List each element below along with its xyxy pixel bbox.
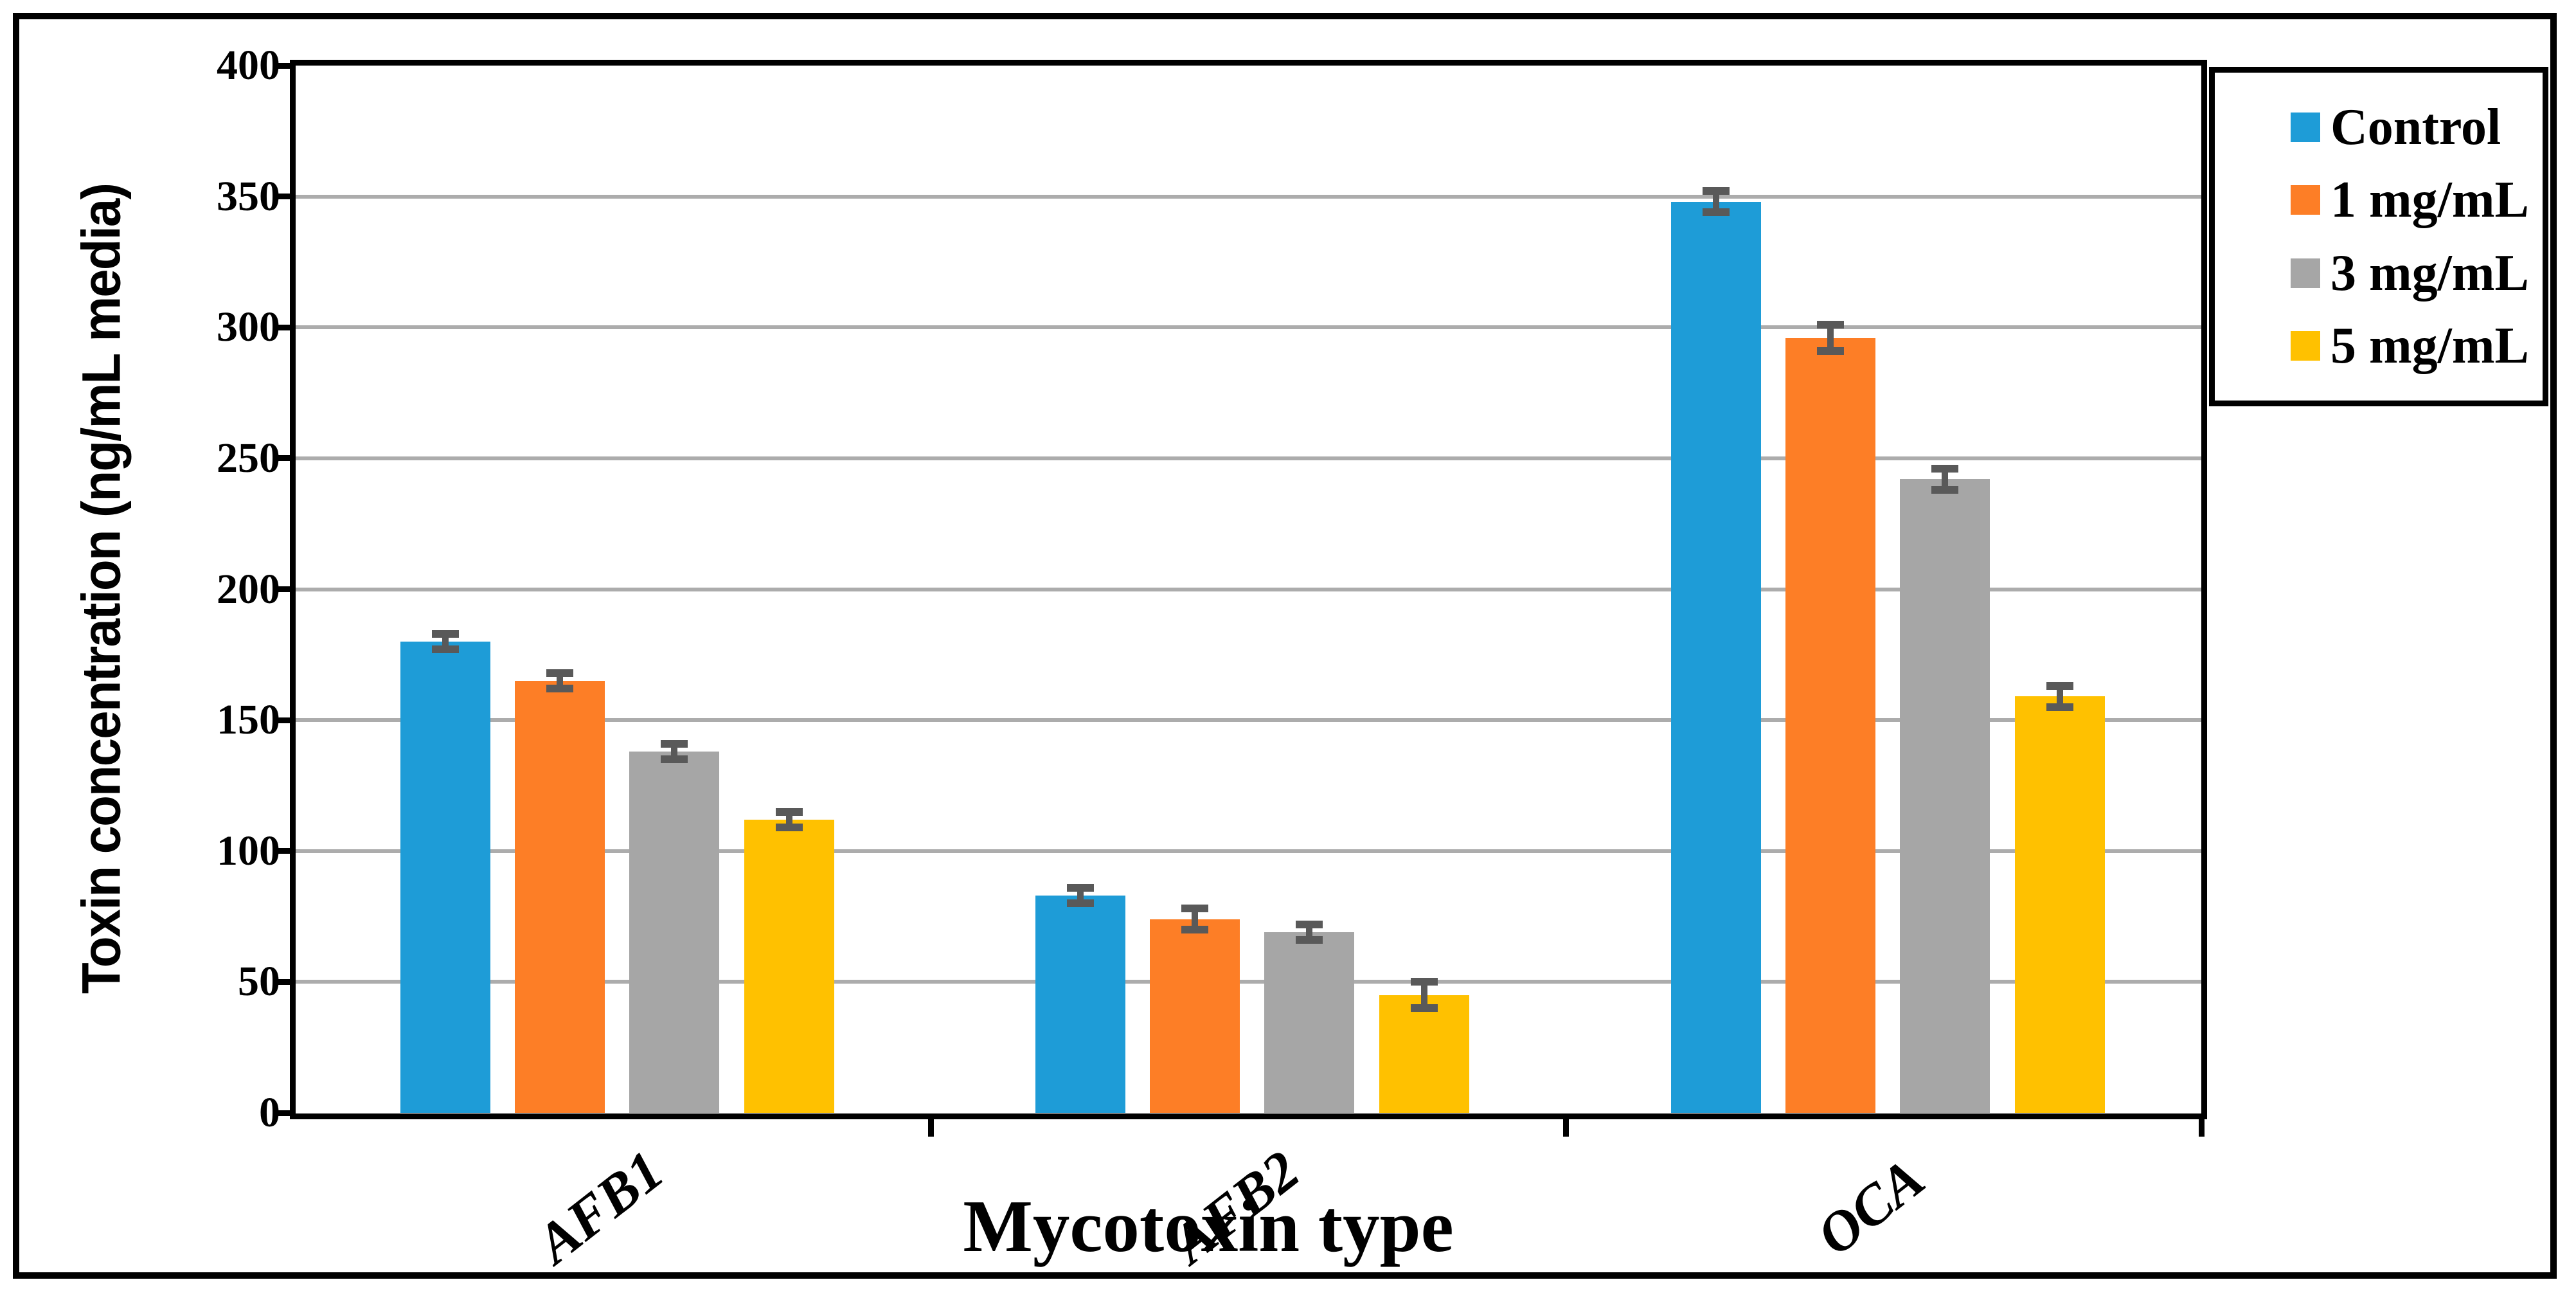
- error-bar-stem: [786, 811, 792, 828]
- error-bar-stem: [1421, 982, 1428, 1009]
- error-bar-cap: [1702, 208, 1730, 217]
- error-bar-stem: [442, 633, 449, 650]
- error-bar-cap: [661, 739, 688, 748]
- error-bar-cap: [546, 669, 573, 677]
- error-bar-stem: [1077, 887, 1084, 904]
- bar-AFB1-1 mg/mL: [515, 681, 605, 1113]
- legend-item: 1 mg/mL: [2291, 174, 2536, 226]
- error-bar-cap: [776, 824, 803, 832]
- gridline: [296, 456, 2201, 460]
- error-bar-cap: [661, 755, 688, 764]
- bar-OCA-5 mg/mL: [2014, 696, 2105, 1113]
- y-tick-label: 350: [217, 172, 280, 220]
- error-bar-stem: [557, 672, 563, 689]
- error-bar-stem: [1192, 908, 1199, 930]
- y-tick-mark: [273, 848, 290, 854]
- bar-AFB2-Control: [1035, 895, 1126, 1113]
- bar-AFB2-5 mg/mL: [1379, 995, 1470, 1113]
- legend-item: 3 mg/mL: [2291, 248, 2536, 299]
- error-bar-cap: [2046, 682, 2073, 690]
- error-bar-cap: [1931, 485, 1958, 494]
- legend-swatch-icon: [2291, 112, 2320, 142]
- error-bar-stem: [1827, 325, 1834, 351]
- bar-AFB1-5 mg/mL: [744, 819, 834, 1113]
- bar-AFB1-Control: [400, 641, 490, 1113]
- error-bar-cap: [1702, 187, 1730, 195]
- y-tick-mark: [273, 717, 290, 723]
- error-bar-cap: [1411, 1004, 1438, 1013]
- legend-swatch-icon: [2291, 331, 2320, 361]
- x-tick-mark: [1563, 1119, 1570, 1137]
- y-tick-mark: [273, 62, 290, 69]
- error-bar-stem: [2056, 686, 2063, 707]
- bar-OCA-Control: [1670, 201, 1761, 1113]
- bar-OCA-1 mg/mL: [1785, 338, 1875, 1113]
- legend-swatch-icon: [2291, 185, 2320, 215]
- y-tick-label: 250: [217, 434, 280, 482]
- error-bar-cap: [1067, 899, 1095, 908]
- legend-swatch-icon: [2291, 258, 2320, 288]
- y-tick-mark: [273, 324, 290, 330]
- legend-label: Control: [2330, 98, 2501, 156]
- error-bar-cap: [1181, 905, 1209, 913]
- y-tick-mark: [273, 978, 290, 985]
- error-bar-cap: [432, 645, 459, 654]
- y-tick-label: 100: [217, 827, 280, 874]
- gridline: [296, 980, 2201, 984]
- error-bar-stem: [1941, 469, 1948, 490]
- error-bar-cap: [1067, 883, 1095, 892]
- error-bar-cap: [1181, 925, 1209, 933]
- error-bar-cap: [1296, 936, 1323, 944]
- gridline: [296, 587, 2201, 591]
- legend-label: 1 mg/mL: [2330, 172, 2529, 229]
- error-bar-stem: [1306, 924, 1313, 941]
- gridline: [296, 325, 2201, 330]
- y-tick-label: 150: [217, 696, 280, 744]
- y-tick-mark: [273, 586, 290, 592]
- y-tick-label: 300: [217, 303, 280, 351]
- error-bar-cap: [1296, 920, 1323, 928]
- legend-label: 3 mg/mL: [2330, 244, 2529, 302]
- legend-item: 5 mg/mL: [2291, 320, 2536, 372]
- bar-AFB2-3 mg/mL: [1264, 932, 1355, 1113]
- error-bar-cap: [1411, 978, 1438, 986]
- error-bar-stem: [1712, 191, 1719, 213]
- x-tick-mark: [927, 1119, 934, 1137]
- y-tick-label: 50: [238, 958, 280, 1005]
- legend-item: Control: [2291, 102, 2536, 153]
- error-bar-cap: [1931, 465, 1958, 473]
- y-tick-mark: [273, 1110, 290, 1116]
- x-tick-mark: [2198, 1119, 2205, 1137]
- bar-AFB1-3 mg/mL: [629, 751, 719, 1113]
- legend-box: Control 1 mg/mL 3 mg/mL 5 mg/mL: [2209, 67, 2548, 406]
- y-tick-label: 400: [217, 42, 280, 89]
- y-tick-mark: [273, 455, 290, 462]
- bar-AFB2-1 mg/mL: [1150, 919, 1240, 1113]
- error-bar-cap: [1816, 321, 1844, 329]
- gridline: [296, 194, 2201, 199]
- y-tick-label: 200: [217, 565, 280, 613]
- gridline: [296, 718, 2201, 723]
- gridline: [296, 849, 2201, 853]
- error-bar-cap: [1816, 347, 1844, 355]
- error-bar-cap: [2046, 703, 2073, 711]
- error-bar-cap: [546, 685, 573, 693]
- error-bar-cap: [432, 629, 459, 638]
- y-tick-label: 0: [259, 1089, 280, 1136]
- x-axis-title: Mycotoxin type: [963, 1185, 1454, 1267]
- y-tick-mark: [273, 194, 290, 200]
- y-axis-title: Toxin concentration (ng/mL media): [71, 183, 132, 995]
- error-bar-stem: [671, 743, 677, 760]
- legend-label: 5 mg/mL: [2330, 318, 2529, 375]
- error-bar-cap: [776, 807, 803, 816]
- bar-OCA-3 mg/mL: [1899, 479, 1990, 1113]
